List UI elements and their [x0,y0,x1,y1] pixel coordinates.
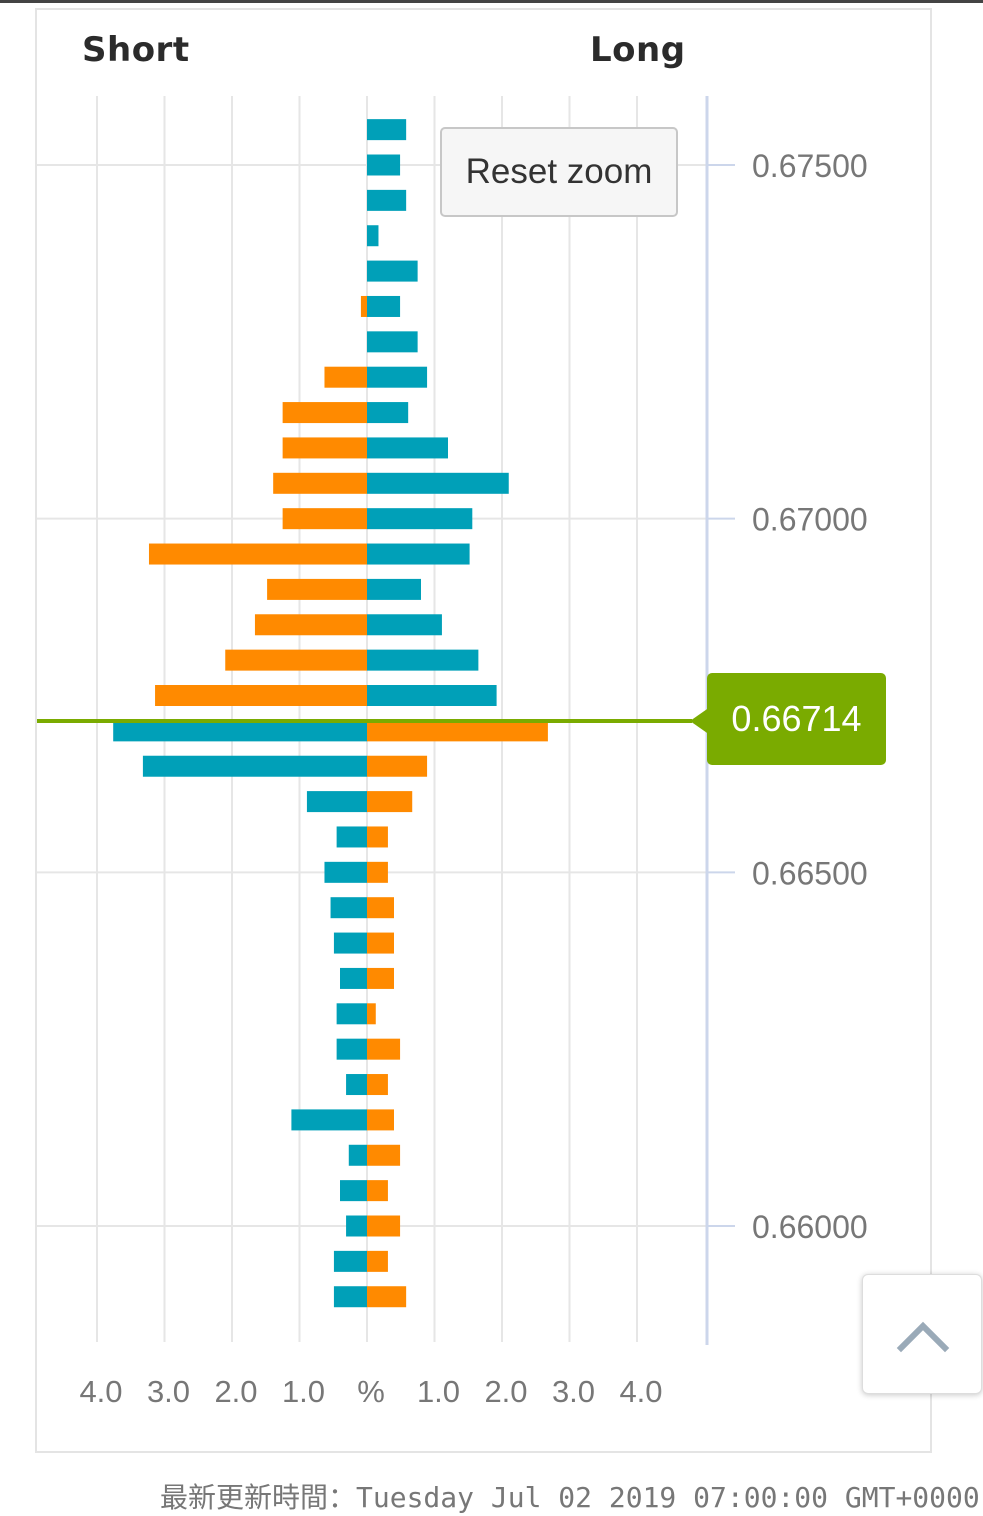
y-tick-label: 0.66000 [752,1209,868,1245]
long-label: Long [590,30,686,70]
current-price-pointer [690,706,710,735]
long-bar [367,1286,407,1308]
short-bar [336,1003,367,1025]
long-bar [367,649,479,671]
x-tick-label: 2.0 [214,1374,257,1409]
long-bar [367,154,401,176]
short-bar [225,649,367,671]
x-tick-label: 1.0 [282,1374,325,1409]
long-bar [367,366,428,388]
short-bar [267,578,367,600]
short-bar [142,755,367,777]
y-tick-label: 0.66500 [752,855,868,891]
x-tick-label: % [357,1374,385,1409]
long-bar [367,1074,388,1096]
x-tick-label: 2.0 [484,1374,527,1409]
short-bar [360,295,367,317]
short-bar [336,1038,367,1060]
long-bar [367,826,388,848]
long-bar [367,1109,394,1131]
long-bar [367,295,401,317]
short-bar [306,791,367,813]
short-bar [254,614,367,636]
long-bar [367,1180,388,1202]
long-bar [367,189,407,211]
long-bar [367,402,409,424]
long-bar [367,437,448,459]
long-bar [367,932,394,954]
short-bar [330,897,367,919]
x-tick-label: 1.0 [417,1374,460,1409]
short-bar [148,543,367,565]
last-updated-footer: 最新更新時間：Tuesday Jul 02 2019 07:00:00 GMT+… [160,1481,980,1514]
long-bar [367,472,509,494]
chevron-up-icon [896,1321,950,1353]
long-bar [367,1215,401,1237]
short-bar [340,1180,367,1202]
long-bar [367,861,388,883]
reset-zoom-button[interactable]: Reset zoom [440,127,678,217]
short-bar [346,1215,367,1237]
long-bar [367,897,394,919]
short-label: Short [82,30,190,70]
y-tick-label: 0.67500 [752,148,868,184]
short-bar [333,1286,367,1308]
long-bar [367,225,379,247]
short-bar [333,1250,367,1272]
long-bar [367,1144,401,1166]
x-tick-label: 4.0 [619,1374,662,1409]
x-tick-label: 4.0 [79,1374,122,1409]
short-bar [282,402,367,424]
short-bar [348,1144,367,1166]
x-tick-label: 3.0 [552,1374,595,1409]
short-bar [324,366,367,388]
y-tick-label: 0.67000 [752,502,868,538]
long-bar [367,260,418,282]
long-bar [367,1038,401,1060]
long-bar [367,119,407,141]
short-bar [333,932,367,954]
long-bar [367,791,413,813]
top-divider [0,0,983,3]
short-bar [336,826,367,848]
short-bar [324,861,367,883]
long-bar [367,720,548,742]
long-bar [367,331,418,353]
long-bar [367,543,470,565]
long-bar [367,614,442,636]
long-bar [367,1250,388,1272]
short-bar [346,1074,367,1096]
short-bar [273,472,367,494]
long-bar [367,1003,376,1025]
short-bar [291,1109,367,1131]
chart-panel [35,8,932,1453]
short-bar [113,720,367,742]
x-tick-label: 3.0 [147,1374,190,1409]
short-bar [282,508,367,530]
short-bar [340,967,367,989]
long-bar [367,508,473,530]
long-bar [367,578,421,600]
current-price-badge: 0.66714 [707,673,886,765]
long-bar [367,755,428,777]
short-bar [282,437,367,459]
long-bar [367,967,394,989]
long-bar [367,685,497,706]
short-bar [155,685,367,706]
scroll-to-top-button[interactable] [862,1274,982,1394]
